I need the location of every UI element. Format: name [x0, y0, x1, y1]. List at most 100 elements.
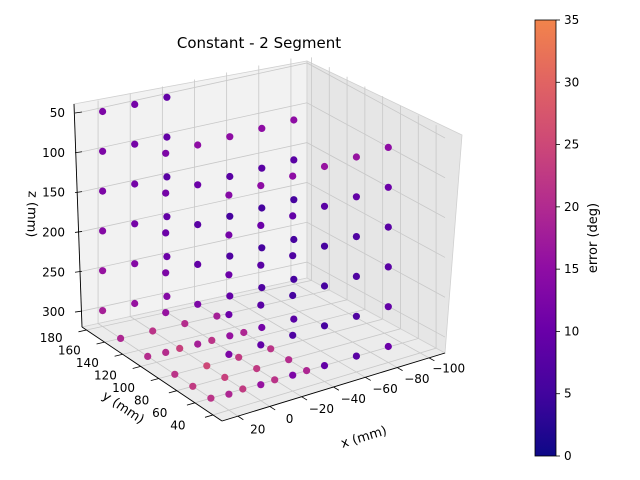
data-point	[320, 242, 329, 250]
z-tick-label: 150	[42, 186, 65, 200]
y-gridline	[86, 57, 312, 331]
data-point	[225, 231, 233, 239]
y-tick-mark	[114, 353, 123, 357]
x-tick-label: −20	[309, 402, 334, 416]
data-point	[131, 100, 139, 108]
x-tick-mark	[397, 367, 403, 371]
data-point	[194, 340, 202, 348]
data-point	[226, 252, 234, 260]
y-tick-mark	[96, 341, 105, 345]
data-point	[194, 221, 202, 229]
data-point	[258, 323, 266, 332]
y-axis-line	[81, 326, 223, 422]
z-tick-mark	[74, 270, 83, 273]
x-tick-mark	[237, 415, 244, 421]
colorbar-label: error (deg)	[586, 203, 601, 273]
x-tick-label: 0	[286, 412, 294, 426]
data-point	[320, 162, 329, 171]
y-tick-label: 60	[152, 406, 167, 420]
x-tick-mark	[301, 396, 308, 401]
data-point	[99, 187, 107, 195]
data-point	[384, 183, 392, 191]
scatter-points	[99, 93, 392, 402]
data-point	[144, 352, 152, 360]
y-tick-label: 80	[134, 393, 149, 407]
data-point	[225, 311, 233, 319]
x-tick-label: 20	[250, 422, 265, 436]
colorbar-tick-label: 15	[564, 262, 579, 276]
data-point	[99, 107, 107, 116]
data-point	[320, 202, 329, 210]
data-point	[225, 390, 233, 398]
data-point	[320, 362, 329, 370]
z-tick-mark	[74, 191, 83, 194]
colorbar-gradient	[534, 19, 557, 457]
data-point	[194, 141, 202, 149]
data-point	[320, 322, 329, 330]
y-gridline	[176, 105, 401, 392]
z-tick-mark	[74, 151, 83, 154]
x-tick-mark	[333, 386, 340, 391]
data-point	[289, 212, 297, 220]
data-point	[181, 320, 189, 328]
data-point	[290, 116, 298, 124]
grid-lines	[81, 57, 446, 417]
x-tick-mark	[269, 406, 276, 411]
data-point	[131, 140, 139, 148]
y-tick-mark	[150, 378, 159, 382]
z-axis-label: z (mm)	[23, 191, 40, 238]
data-point	[131, 260, 139, 268]
y-tick-label: 100	[112, 381, 135, 395]
data-point	[289, 331, 297, 339]
data-point	[271, 376, 279, 384]
z-tick-mark	[74, 231, 83, 233]
data-point	[226, 332, 234, 340]
data-point	[352, 272, 360, 280]
x-gridline	[290, 58, 430, 359]
y-tick-label: 120	[94, 368, 117, 382]
z-gridline	[81, 102, 446, 179]
data-point	[257, 221, 265, 229]
x-tick-mark	[365, 376, 371, 381]
colorbar-tick-label: 25	[564, 138, 579, 152]
data-point	[257, 301, 265, 309]
z-tick-label: 100	[42, 146, 65, 160]
colorbar-tick-label: 20	[564, 200, 579, 214]
data-point	[384, 223, 392, 231]
data-point	[352, 193, 360, 201]
data-point	[163, 292, 171, 300]
colorbar: 0 5 10 15 20 25 30 35 error (deg)	[534, 13, 601, 463]
data-point	[163, 213, 171, 221]
z-tick-label: 200	[42, 225, 65, 239]
data-point	[290, 315, 298, 323]
data-point	[162, 269, 170, 277]
data-point	[189, 382, 197, 390]
data-point	[289, 291, 297, 300]
data-point	[267, 345, 275, 353]
data-point	[226, 172, 234, 181]
data-point	[257, 261, 265, 269]
data-point	[225, 191, 233, 199]
x-tick-label: −60	[372, 382, 397, 396]
data-point	[384, 303, 392, 311]
y-tick-label: 40	[170, 418, 185, 432]
data-point	[240, 328, 248, 337]
y-gridline	[212, 125, 437, 416]
z-tick-label: 50	[50, 106, 65, 120]
y-tick-label: 140	[76, 356, 99, 370]
data-point	[163, 133, 171, 141]
data-point	[258, 164, 266, 172]
y-tick-label: 180	[40, 331, 63, 345]
data-point	[257, 381, 265, 389]
colorbar-tick-label: 0	[564, 449, 572, 463]
y-gridline	[122, 76, 348, 355]
z-tick-label: 250	[42, 265, 65, 279]
data-point	[290, 156, 298, 164]
data-point	[162, 189, 170, 197]
data-point	[99, 227, 107, 235]
data-point	[226, 292, 234, 300]
data-point	[162, 309, 170, 317]
axis-ticks: 200−20−40−60−80−100406080100120140160180…	[40, 106, 465, 436]
data-point	[384, 143, 392, 151]
